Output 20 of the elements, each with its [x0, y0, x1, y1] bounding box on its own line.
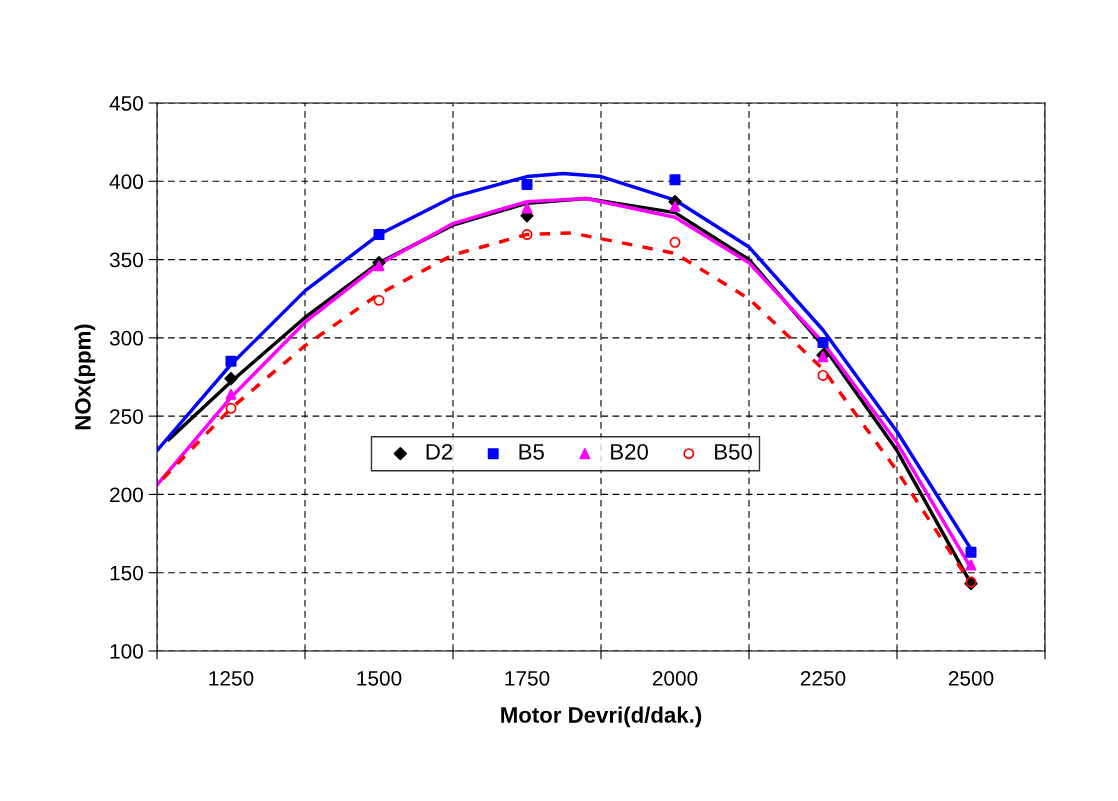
y-tick-label: 100: [110, 644, 143, 659]
x-tick-label: 1250: [209, 670, 254, 686]
x-tick-label: 1750: [505, 670, 550, 686]
x-tick-label: 2500: [948, 670, 994, 686]
y-tick-label: 450: [109, 96, 143, 111]
y-axis-title: NOx(ppm): [74, 324, 96, 430]
y-tick-label: 350: [109, 252, 143, 268]
x-tick-label: 2000: [652, 670, 698, 686]
y-tick-label: 200: [110, 487, 143, 503]
y-tick-label: 400: [109, 174, 143, 190]
legend-label: D2: [426, 443, 453, 460]
x-tick-label: 1500: [357, 670, 402, 686]
legend-label: B50: [715, 443, 752, 460]
y-tick-label: 250: [110, 409, 143, 424]
legend-label: B5: [519, 444, 544, 460]
legend-label: B20: [611, 443, 648, 460]
x-tick-label: 2250: [800, 670, 846, 686]
y-tick-label: 300: [109, 330, 143, 346]
y-tick-label: 150: [110, 565, 143, 581]
x-axis-title: Motor Devri(d/dak.): [501, 706, 702, 728]
